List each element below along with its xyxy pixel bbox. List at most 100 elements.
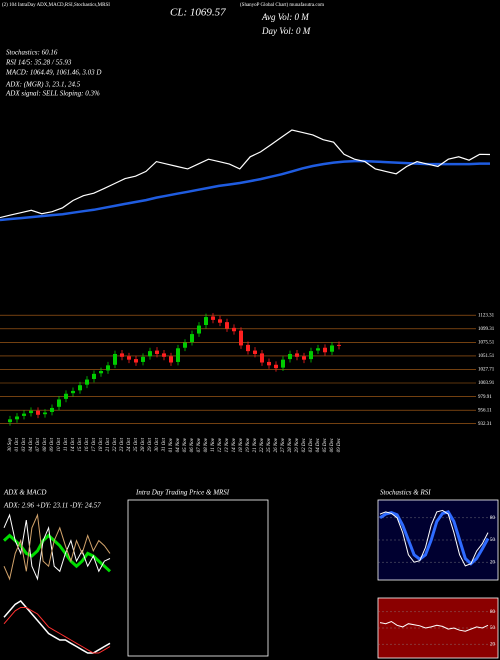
x-tick-label: 21 Nov bbox=[253, 437, 258, 452]
candle-body bbox=[232, 327, 236, 332]
rsi-info: RSI 14/5: 35.28 / 55.93 bbox=[5, 59, 72, 67]
adx-label: ADX: 2.96 +DY: 23.11 -DY: 24.57 bbox=[3, 502, 101, 510]
candle-body bbox=[204, 317, 208, 325]
candle-body bbox=[176, 348, 180, 362]
candle-body bbox=[260, 353, 264, 363]
x-tick-label: 29 Oct bbox=[148, 437, 153, 451]
x-tick-label: 21 Oct bbox=[106, 437, 111, 451]
y-tick-label: 80 bbox=[490, 610, 496, 615]
indicator-line bbox=[3, 607, 111, 654]
x-tick-label: 07 Oct bbox=[36, 437, 41, 451]
x-tick-label: 01 Oct bbox=[15, 437, 20, 451]
candle-body bbox=[337, 344, 341, 346]
indicator-line bbox=[3, 513, 111, 581]
x-tick-label: 12 Nov bbox=[218, 437, 223, 452]
candle-body bbox=[57, 399, 61, 407]
candle-body bbox=[99, 371, 103, 374]
candle-body bbox=[127, 356, 131, 360]
x-tick-label: 22 Nov bbox=[260, 437, 265, 452]
candle-body bbox=[134, 359, 138, 363]
candle-body bbox=[36, 410, 40, 415]
candle-body bbox=[288, 353, 292, 360]
x-tick-label: 27 Nov bbox=[281, 437, 286, 452]
x-tick-label: 23 Oct bbox=[120, 437, 125, 451]
candle-body bbox=[85, 379, 89, 385]
stoch-info: Stochastics: 60.16 bbox=[6, 49, 58, 57]
macd-info: MACD: 1064.49, 1061.46, 3.03 D bbox=[5, 69, 101, 77]
x-tick-label: 19 Nov bbox=[246, 437, 251, 452]
indicator-line bbox=[379, 620, 489, 632]
x-tick-label: 30 Oct bbox=[155, 437, 160, 451]
candle-body bbox=[162, 353, 166, 357]
x-tick-label: 07 Nov bbox=[197, 437, 202, 452]
y-tick-label: 1099.31 bbox=[478, 327, 495, 332]
x-tick-label: 14 Oct bbox=[71, 437, 76, 451]
panel-title: Intra Day Trading Price & MRSI bbox=[135, 489, 230, 497]
x-tick-label: 14 Nov bbox=[232, 437, 237, 452]
x-tick-label: 30 Sep bbox=[8, 438, 13, 452]
x-tick-label: 08 Oct bbox=[43, 437, 48, 451]
candle-body bbox=[78, 385, 82, 391]
y-tick-label: 956.11 bbox=[478, 408, 492, 413]
candle-body bbox=[267, 361, 271, 366]
candle-body bbox=[323, 347, 327, 353]
candle-body bbox=[211, 316, 215, 320]
x-tick-label: 13 Nov bbox=[225, 437, 230, 452]
candle-body bbox=[15, 416, 19, 420]
x-tick-label: 16 Oct bbox=[85, 437, 90, 451]
x-tick-label: 03 Oct bbox=[22, 437, 27, 451]
y-tick-label: 50 bbox=[490, 538, 496, 543]
panel-title: Stochastics & RSI bbox=[380, 489, 431, 497]
y-tick-label: 50 bbox=[490, 626, 496, 631]
indicator-line bbox=[379, 509, 489, 567]
close-price: CL: 1069.57 bbox=[170, 7, 226, 19]
x-tick-label: 09 Dec bbox=[337, 437, 342, 452]
x-tick-label: 10 Oct bbox=[57, 437, 62, 451]
x-tick-label: 04 Dec bbox=[316, 437, 321, 452]
candle-body bbox=[225, 322, 229, 329]
candle-body bbox=[169, 356, 173, 363]
y-tick-label: 1075.51 bbox=[478, 340, 495, 345]
y-tick-label: 20 bbox=[490, 560, 496, 565]
x-tick-label: 26 Nov bbox=[274, 437, 279, 452]
candle-body bbox=[295, 353, 299, 357]
candle-body bbox=[316, 348, 320, 351]
candle-body bbox=[197, 325, 201, 334]
header-line: (ShanyoP Global Chart) munafasutra.com bbox=[240, 3, 324, 8]
avg-volume: Avg Vol: 0 M bbox=[261, 12, 309, 22]
x-tick-label: 25 Oct bbox=[134, 437, 139, 451]
candle-body bbox=[141, 356, 145, 362]
candle-body bbox=[148, 351, 152, 357]
y-tick-label: 1051.51 bbox=[478, 354, 495, 359]
ma-line bbox=[0, 159, 490, 222]
x-tick-label: 03 Dec bbox=[309, 437, 314, 452]
indicator-line bbox=[3, 600, 111, 654]
candle-body bbox=[113, 353, 117, 365]
x-tick-label: 05 Dec bbox=[323, 437, 328, 452]
candle-body bbox=[29, 410, 33, 414]
x-tick-label: 29 Nov bbox=[295, 437, 300, 452]
candle-body bbox=[218, 319, 222, 323]
candle-body bbox=[92, 373, 96, 379]
y-tick-label: 20 bbox=[490, 642, 496, 647]
indicator-line bbox=[2, 533, 112, 573]
candle-body bbox=[50, 407, 54, 412]
x-tick-label: 28 Oct bbox=[141, 437, 146, 451]
x-tick-label: 17 Oct bbox=[92, 437, 97, 451]
y-tick-label: 80 bbox=[490, 516, 496, 521]
x-tick-label: 28 Nov bbox=[288, 437, 293, 452]
candle-body bbox=[190, 334, 194, 343]
candle-body bbox=[274, 364, 278, 369]
candle-body bbox=[71, 390, 75, 394]
candle-body bbox=[120, 353, 124, 357]
indicator-line bbox=[379, 510, 490, 566]
adx-info: ADX: (MGR) 3, 23.1, 24.5 bbox=[5, 81, 81, 89]
candle-body bbox=[8, 419, 12, 423]
candle-body bbox=[22, 413, 26, 416]
adx-signal: ADX signal: SELL Sloping: 0.3% bbox=[5, 90, 100, 98]
panel-title: ADX & MACD bbox=[3, 489, 46, 497]
x-tick-label: 25 Nov bbox=[267, 437, 272, 452]
x-tick-label: 06 Dec bbox=[330, 437, 335, 452]
